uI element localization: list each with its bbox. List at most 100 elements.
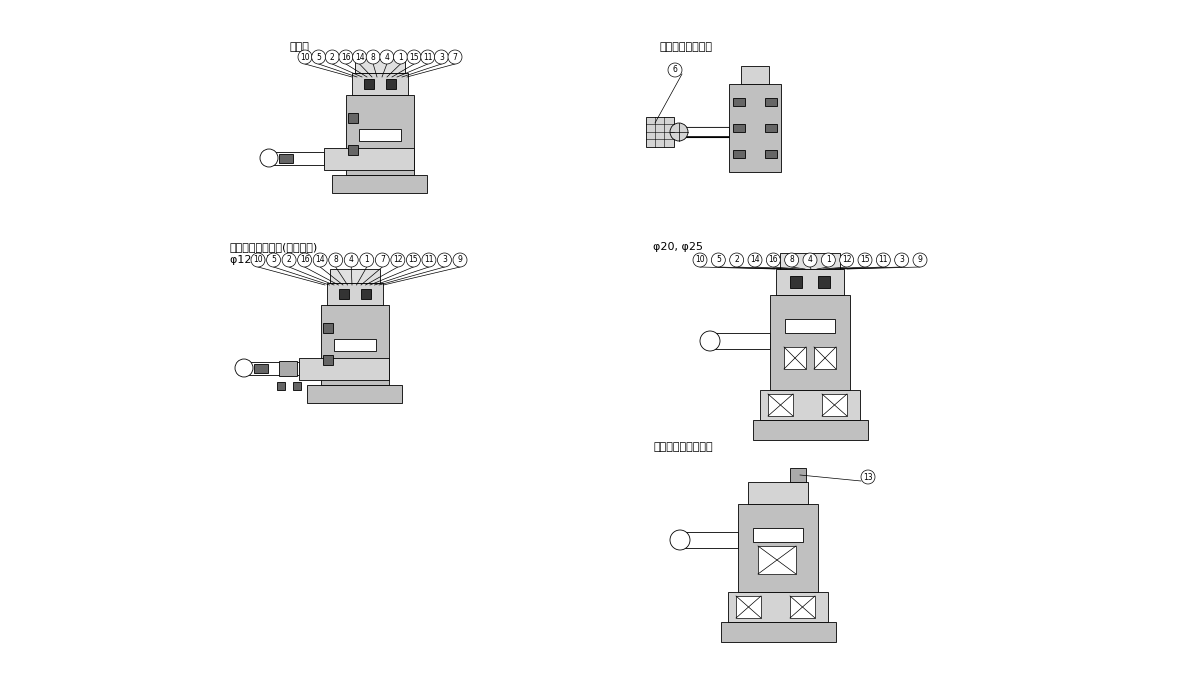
Bar	[770, 295, 851, 390]
Text: 7: 7	[380, 256, 385, 265]
Circle shape	[266, 253, 280, 267]
Text: 12: 12	[842, 256, 852, 265]
Text: 15: 15	[860, 256, 870, 265]
Text: 13: 13	[864, 473, 873, 482]
Bar	[736, 596, 761, 618]
Bar	[738, 504, 818, 592]
Circle shape	[328, 253, 343, 267]
Circle shape	[282, 253, 296, 267]
Text: 標準形: 標準形	[290, 42, 310, 52]
Bar	[364, 79, 374, 89]
Circle shape	[326, 50, 339, 64]
Circle shape	[311, 50, 326, 64]
Text: 4: 4	[385, 52, 389, 62]
Bar	[294, 382, 301, 390]
Circle shape	[367, 50, 380, 64]
Circle shape	[895, 253, 908, 267]
Bar	[321, 305, 389, 385]
Circle shape	[344, 253, 358, 267]
Bar	[355, 59, 405, 73]
Circle shape	[913, 253, 927, 267]
Bar	[346, 95, 415, 175]
Text: 10: 10	[301, 52, 310, 62]
Text: 9: 9	[918, 256, 922, 265]
Text: 3: 3	[900, 256, 904, 265]
Text: 9: 9	[458, 256, 462, 265]
Text: 8: 8	[789, 256, 794, 265]
Circle shape	[297, 253, 311, 267]
Bar	[733, 124, 745, 132]
Text: 2: 2	[329, 52, 334, 62]
Text: 4: 4	[807, 256, 812, 265]
Text: 3: 3	[442, 256, 447, 265]
Bar	[347, 145, 358, 155]
Bar	[728, 592, 828, 622]
Bar	[776, 269, 845, 295]
Text: 5: 5	[271, 256, 276, 265]
Text: 10: 10	[253, 256, 262, 265]
Circle shape	[252, 253, 265, 267]
Circle shape	[359, 253, 374, 267]
Circle shape	[822, 253, 835, 267]
Bar	[347, 113, 358, 123]
Bar	[277, 382, 285, 390]
Text: 8: 8	[371, 52, 375, 62]
Text: オートスイッチ付(磁石内蔵): オートスイッチ付(磁石内蔵)	[230, 242, 319, 252]
Text: 4: 4	[349, 256, 353, 265]
Bar	[754, 420, 869, 440]
Bar	[329, 269, 380, 283]
Text: 2: 2	[286, 256, 291, 265]
Bar	[646, 117, 674, 147]
Circle shape	[712, 253, 725, 267]
Circle shape	[730, 253, 744, 267]
Bar	[766, 124, 778, 132]
Circle shape	[748, 253, 762, 267]
Bar	[254, 364, 268, 373]
Bar	[754, 528, 803, 542]
Bar	[822, 394, 847, 416]
Text: 14: 14	[750, 256, 760, 265]
Text: 7: 7	[453, 52, 458, 62]
Bar	[327, 283, 383, 305]
Bar	[359, 129, 401, 141]
Circle shape	[861, 470, 875, 484]
Circle shape	[391, 253, 405, 267]
Bar	[768, 394, 793, 416]
Bar	[680, 532, 738, 548]
Text: 1: 1	[398, 52, 403, 62]
Text: ロッド先端おねじ: ロッド先端おねじ	[660, 42, 713, 52]
Circle shape	[352, 50, 367, 64]
Circle shape	[393, 50, 407, 64]
Circle shape	[339, 50, 353, 64]
Circle shape	[803, 253, 817, 267]
Text: φ20, φ25: φ20, φ25	[653, 242, 703, 252]
Bar	[760, 390, 860, 420]
Circle shape	[767, 253, 780, 267]
Bar	[270, 152, 323, 165]
Text: 16: 16	[341, 52, 351, 62]
Text: 5: 5	[316, 52, 321, 62]
Bar	[766, 98, 778, 106]
Bar	[339, 289, 349, 299]
Bar	[361, 289, 371, 299]
Circle shape	[668, 63, 682, 77]
Bar	[300, 358, 389, 380]
Bar	[323, 148, 415, 170]
Text: 2: 2	[734, 256, 739, 265]
Circle shape	[375, 253, 389, 267]
Bar	[334, 339, 376, 351]
Text: 5: 5	[716, 256, 721, 265]
Circle shape	[422, 253, 436, 267]
Bar	[323, 323, 333, 333]
Circle shape	[260, 149, 278, 167]
Text: 1: 1	[825, 256, 830, 265]
Bar	[307, 385, 403, 403]
Text: 14: 14	[355, 52, 364, 62]
Circle shape	[437, 253, 452, 267]
Bar	[789, 468, 806, 482]
Circle shape	[876, 253, 890, 267]
Bar	[733, 98, 745, 106]
Bar	[721, 622, 836, 642]
Circle shape	[407, 50, 420, 64]
Circle shape	[380, 50, 394, 64]
